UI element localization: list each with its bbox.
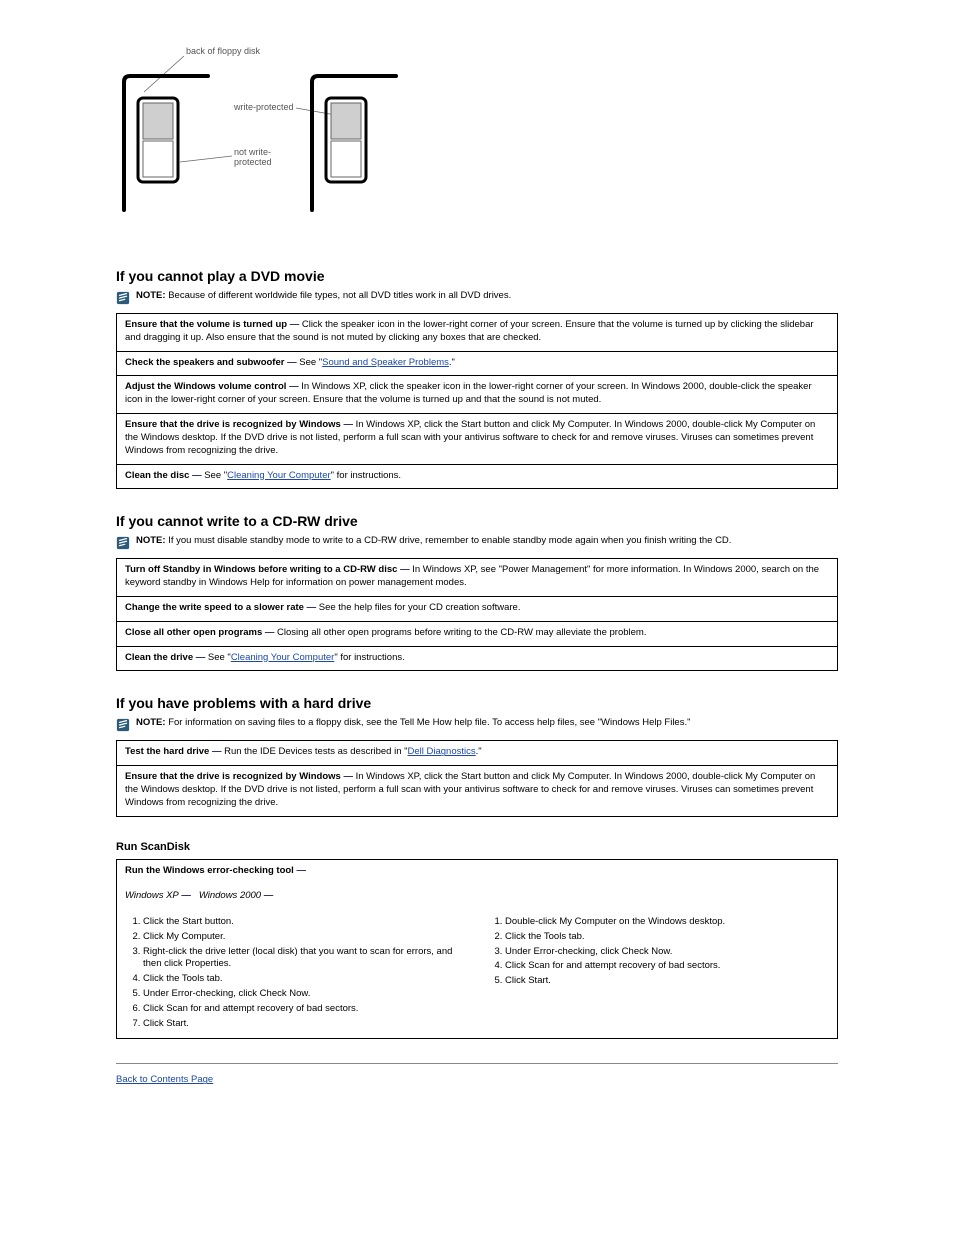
- cell-lead: Test the hard drive: [125, 746, 209, 757]
- link-sound-speaker[interactable]: Sound and Speaker Problems: [322, 357, 449, 368]
- note-hdd: NOTE: For information on saving files to…: [116, 717, 838, 732]
- table-dvd: Ensure that the volume is turned up — Cl…: [116, 313, 838, 489]
- cell-body: Run the IDE Devices tests as described i…: [224, 746, 407, 757]
- cell-body-post: .": [476, 746, 482, 757]
- cell-lead: Ensure that the drive is recognized by W…: [125, 771, 341, 782]
- table-row: Clean the disc — See "Cleaning Your Comp…: [117, 464, 838, 489]
- footer-rule: [116, 1063, 838, 1064]
- heading-cdrw: If you cannot write to a CD-RW drive: [116, 513, 838, 529]
- table-row: Clean the drive — See "Cleaning Your Com…: [117, 646, 838, 671]
- note-hdd-text: NOTE: For information on saving files to…: [136, 717, 690, 730]
- note-prefix: NOTE:: [136, 290, 166, 301]
- note-icon: [116, 536, 130, 550]
- dash: —: [192, 470, 202, 481]
- table-row: Ensure that the drive is recognized by W…: [117, 766, 838, 816]
- note-prefix: NOTE:: [136, 717, 166, 728]
- heading-hdd: If you have problems with a hard drive: [116, 695, 838, 711]
- table-hdd: Test the hard drive — Run the IDE Device…: [116, 740, 838, 816]
- page-content: back of floppy disk write-protected not …: [0, 0, 954, 1115]
- dash: —: [289, 381, 299, 392]
- table-scandisk: Run the Windows error-checking tool —Win…: [116, 859, 838, 1040]
- dash: —: [290, 319, 300, 330]
- cell-body-post: " for instructions.: [334, 652, 404, 663]
- cell-body: See ": [204, 470, 227, 481]
- note-icon: [116, 718, 130, 732]
- cell-lead: Turn off Standby in Windows before writi…: [125, 564, 397, 575]
- cell-body: See ": [299, 357, 322, 368]
- dash: —: [400, 564, 410, 575]
- dash: —: [343, 419, 353, 430]
- link-cleaning-2[interactable]: Cleaning Your Computer: [231, 652, 335, 663]
- floppy-write-protect-diagram: back of floppy disk write-protected not …: [116, 40, 838, 240]
- table-row: Close all other open programs — Closing …: [117, 621, 838, 646]
- cell-body: Closing all other open programs before w…: [277, 627, 646, 638]
- table-row: Change the write speed to a slower rate …: [117, 596, 838, 621]
- subheading-scandisk: Run ScanDisk: [116, 841, 838, 853]
- note-prefix: NOTE:: [136, 535, 166, 546]
- back-to-contents-link[interactable]: Back to Contents Page: [116, 1074, 213, 1085]
- note-body: If you must disable standby mode to writ…: [168, 535, 731, 546]
- cell-lead: Clean the disc: [125, 470, 189, 481]
- table-row: Adjust the Windows volume control — In W…: [117, 376, 838, 414]
- cell-lead: Ensure that the volume is turned up: [125, 319, 287, 330]
- table-cdrw: Turn off Standby in Windows before writi…: [116, 558, 838, 671]
- dash: —: [287, 357, 297, 368]
- table-row: Ensure that the drive is recognized by W…: [117, 414, 838, 464]
- floppy-diagram-svg: back of floppy disk write-protected not …: [116, 40, 416, 240]
- dash: —: [307, 602, 317, 613]
- dash: —: [265, 627, 275, 638]
- link-cleaning[interactable]: Cleaning Your Computer: [227, 470, 331, 481]
- dash: —: [212, 746, 222, 757]
- cell-body: See the help files for your CD creation …: [319, 602, 521, 613]
- dash: —: [343, 771, 353, 782]
- note-dvd: NOTE: Because of different worldwide fil…: [116, 290, 838, 305]
- note-cdrw: NOTE: If you must disable standby mode t…: [116, 535, 838, 550]
- note-body: Because of different worldwide file type…: [168, 290, 511, 301]
- table-row: Check the speakers and subwoofer — See "…: [117, 351, 838, 376]
- table-row: Test the hard drive — Run the IDE Device…: [117, 741, 838, 766]
- diagram-label-nwp-line1: not write-: [234, 147, 271, 157]
- diagram-label-nwp-line2: protected: [234, 157, 272, 167]
- cell-lead: Close all other open programs: [125, 627, 262, 638]
- cell-body-post: " for instructions.: [331, 470, 401, 481]
- dash: —: [196, 652, 206, 663]
- table-row: Ensure that the volume is turned up — Cl…: [117, 314, 838, 352]
- diagram-label-wp: write-protected: [233, 102, 294, 112]
- note-cdrw-text: NOTE: If you must disable standby mode t…: [136, 535, 731, 548]
- table-row: Turn off Standby in Windows before writi…: [117, 559, 838, 597]
- heading-dvd: If you cannot play a DVD movie: [116, 268, 838, 284]
- diagram-label-back: back of floppy disk: [186, 46, 261, 56]
- table-row: Run the Windows error-checking tool —Win…: [117, 859, 838, 1039]
- cell-body-post: .": [449, 357, 455, 368]
- cell-lead: Change the write speed to a slower rate: [125, 602, 304, 613]
- note-dvd-text: NOTE: Because of different worldwide fil…: [136, 290, 511, 303]
- note-icon: [116, 291, 130, 305]
- cell-lead: Check the speakers and subwoofer: [125, 357, 284, 368]
- link-dell-diagnostics[interactable]: Dell Diagnostics: [408, 746, 476, 757]
- note-body: For information on saving files to a flo…: [168, 717, 690, 728]
- cell-body: See ": [208, 652, 231, 663]
- cell-lead: Adjust the Windows volume control: [125, 381, 286, 392]
- cell-lead: Ensure that the drive is recognized by W…: [125, 419, 341, 430]
- cell-lead: Clean the drive: [125, 652, 193, 663]
